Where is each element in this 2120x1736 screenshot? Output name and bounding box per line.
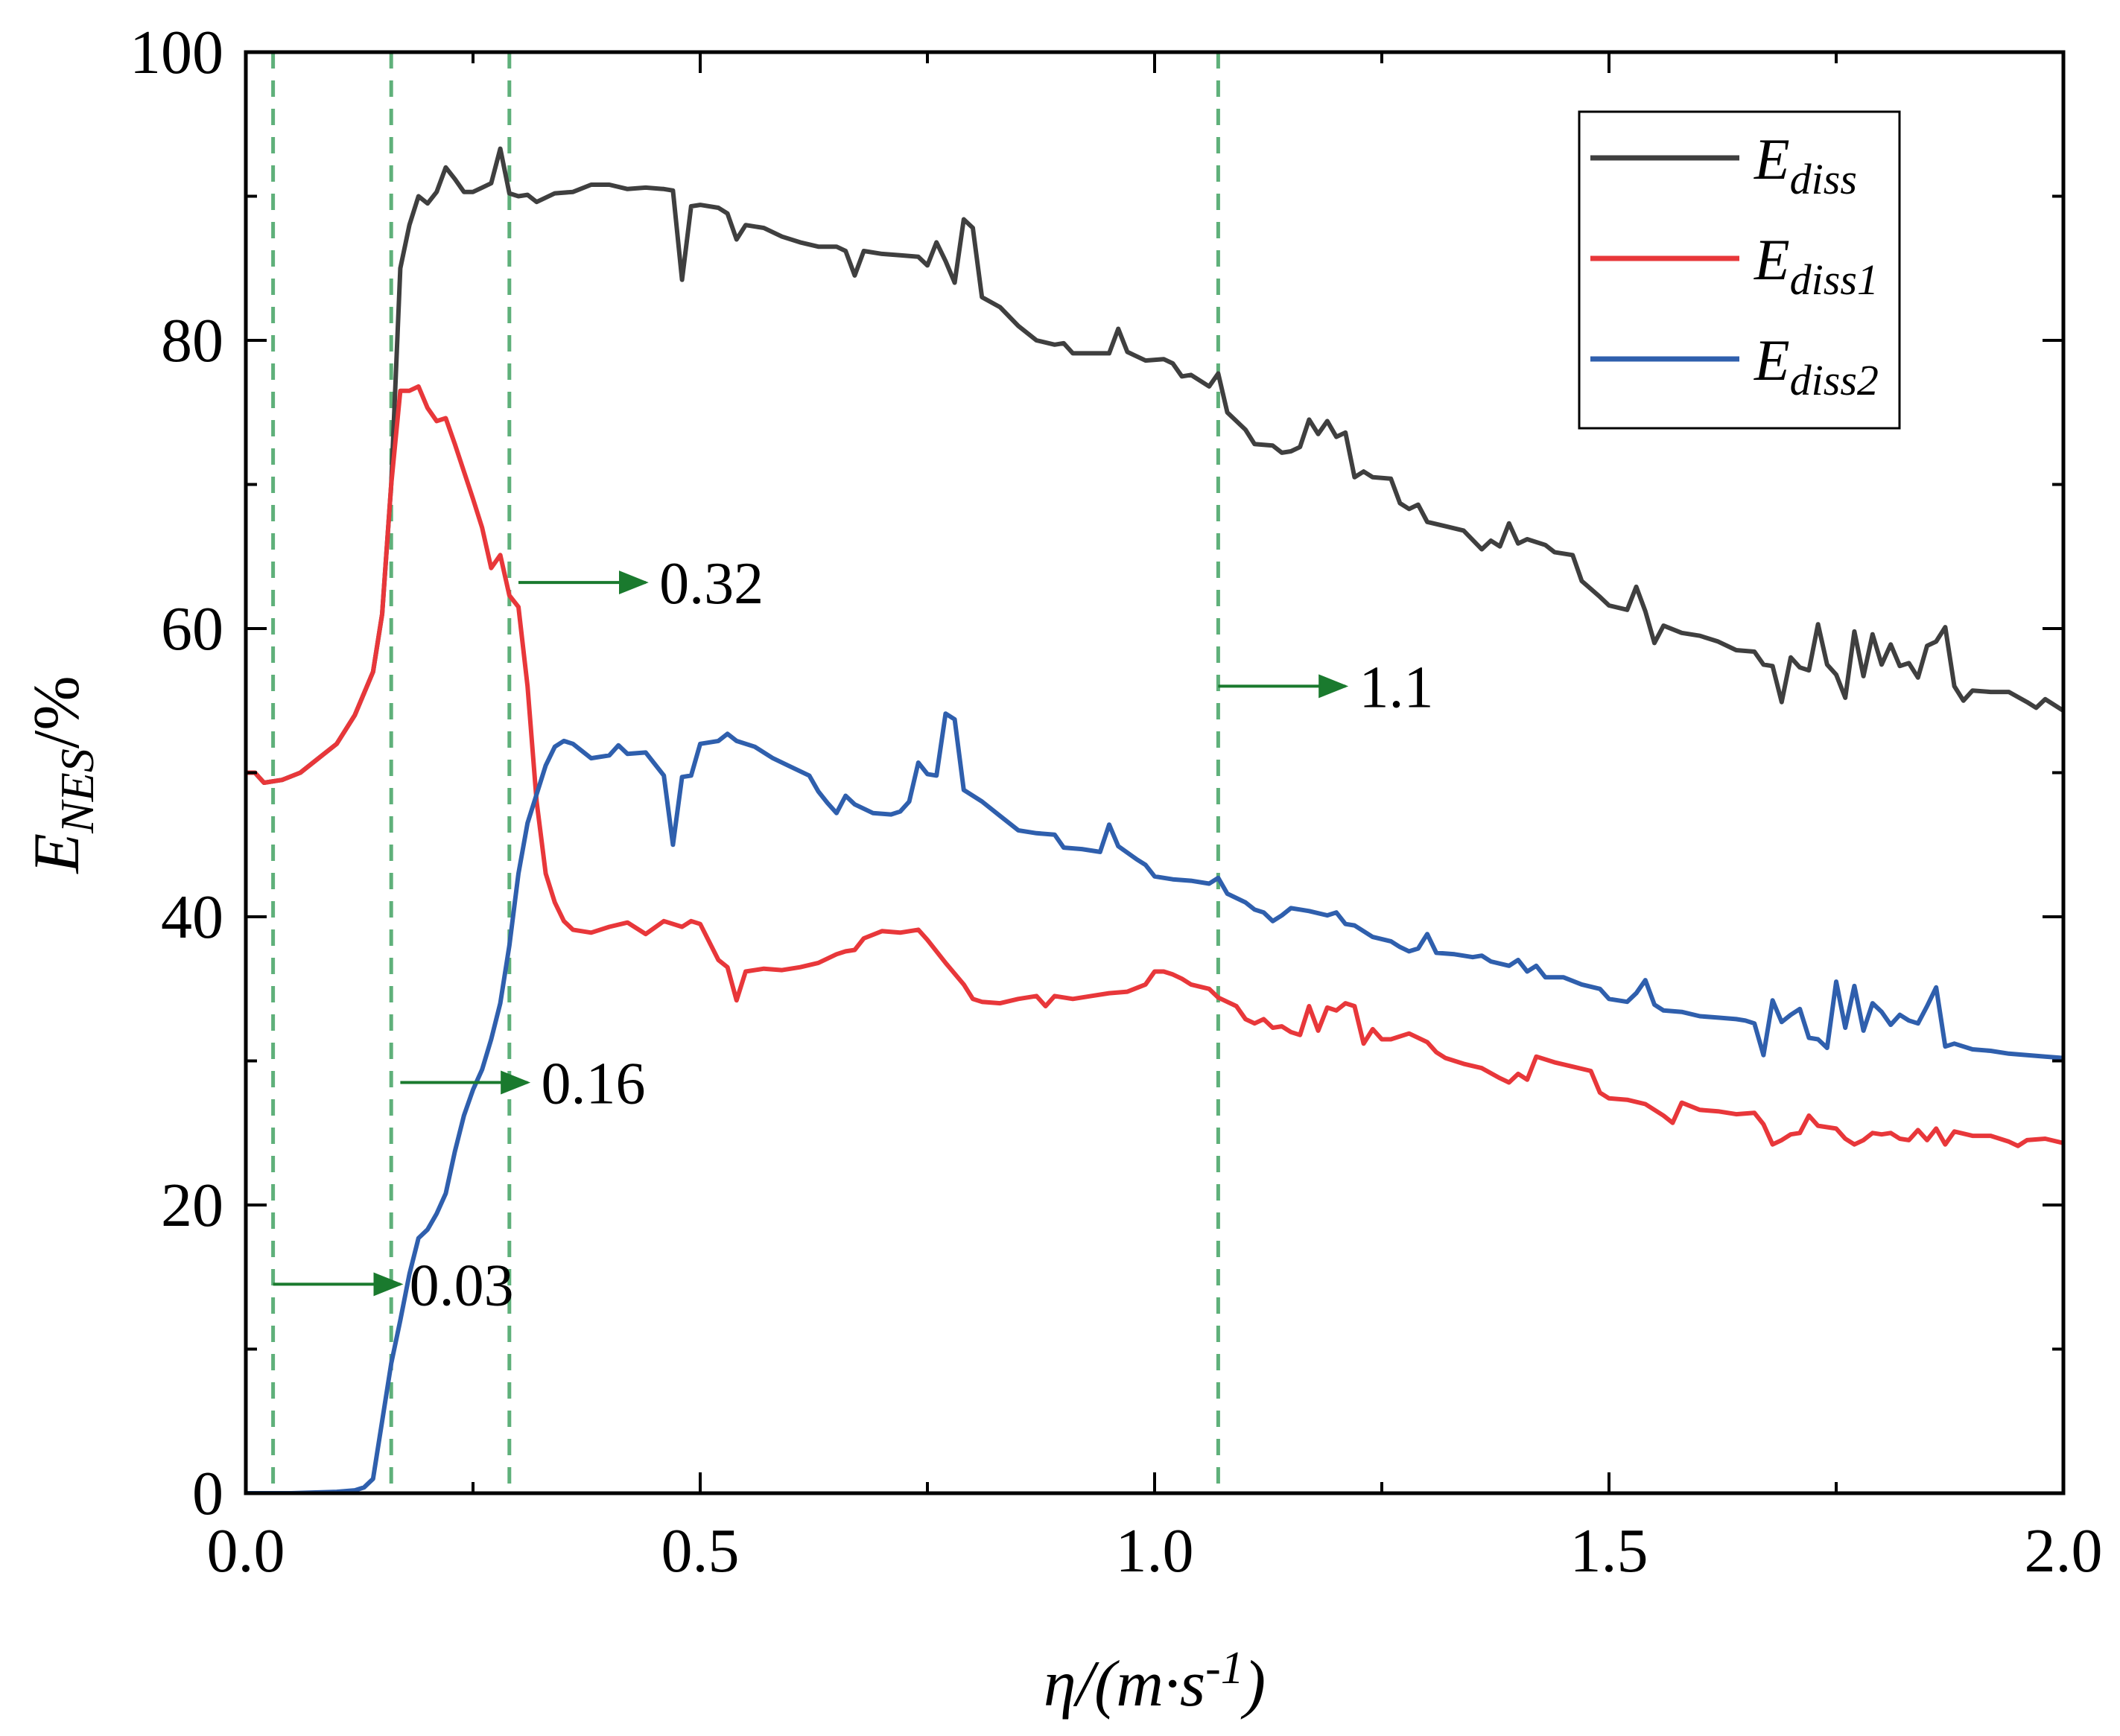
annotation-label-1: 1.1	[1359, 655, 1434, 720]
y-tick-label-0: 0	[192, 1459, 223, 1528]
x-tick-label-3: 1.5	[1570, 1516, 1648, 1586]
legend-box	[1578, 110, 1901, 430]
y-tick-label-2: 40	[161, 883, 223, 952]
x-tick-label-2: 1.0	[1116, 1516, 1194, 1586]
annotation-label-3: 0.03	[410, 1253, 514, 1318]
y-tick-label-5: 100	[130, 18, 223, 87]
legend: Ediss Ediss1 Ediss2	[1578, 110, 1901, 430]
reference-lines	[271, 52, 1220, 1493]
legend-label-diss2: Ediss2	[1754, 328, 1879, 404]
series-lines	[246, 146, 2063, 1493]
annotation-label-2: 0.16	[542, 1052, 646, 1117]
y-tick-label-3: 60	[161, 594, 223, 664]
series-line-e-diss2	[246, 711, 2063, 1493]
annotations: 0.32 1.1 0.16 0.03	[273, 551, 1434, 1318]
legend-label-diss1: Ediss1	[1754, 227, 1879, 304]
y-tick-label-4: 80	[161, 306, 223, 375]
x-tick-label-4: 2.0	[2025, 1516, 2103, 1586]
legend-label-diss: Ediss	[1754, 127, 1857, 203]
annotation-label-0: 0.32	[659, 551, 764, 617]
axis-ticks: 0.0 0.5 1.0 1.5 2.0 0 20 40 60 80 100	[130, 18, 2103, 1586]
series-line-e-diss1	[246, 384, 2063, 1148]
x-tick-label-1: 0.5	[661, 1516, 740, 1586]
series-line-e-diss	[246, 146, 2063, 785]
y-axis-title: ENES/%	[21, 675, 104, 874]
x-tick-label-0: 0.0	[207, 1516, 285, 1586]
y-tick-label-1: 20	[161, 1171, 223, 1240]
x-axis-title: η/(m·s-1)	[1044, 1643, 1266, 1720]
